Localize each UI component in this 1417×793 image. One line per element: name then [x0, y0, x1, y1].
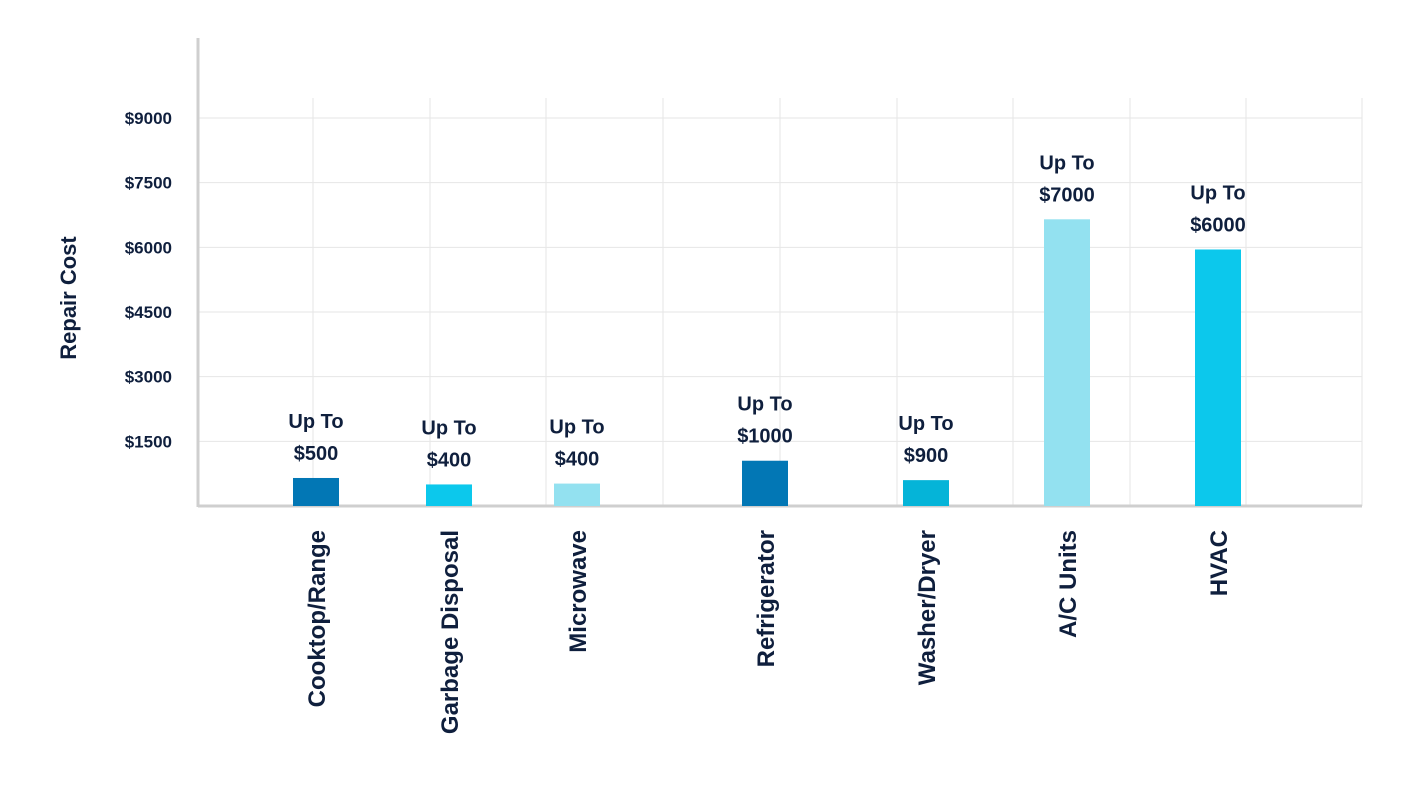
data-labels: Up To $500 Up To $400 Up To $400 Up To $1000 Up …: [288, 152, 1245, 471]
data-label-line2: $500: [294, 443, 339, 465]
y-tick-label: $4500: [125, 303, 172, 322]
y-tick-labels: $1500 $3000 $4500 $6000 $7500 $9000: [125, 109, 172, 451]
y-tick-label: $3000: [125, 368, 172, 387]
data-label-line1: Up To: [898, 413, 953, 435]
category-label: Microwave: [565, 530, 592, 653]
data-label-line1: Up To: [1190, 182, 1245, 204]
y-tick-label: $7500: [125, 174, 172, 193]
data-label-line2: $900: [904, 445, 949, 467]
grid-lines: [198, 98, 1363, 506]
y-tick-label: $6000: [125, 238, 172, 257]
data-label-line2: $400: [427, 449, 472, 471]
data-label-line1: Up To: [288, 411, 343, 433]
category-labels: Cooktop/Range Garbage Disposal Microwave Re…: [304, 530, 1233, 734]
bars: [293, 219, 1241, 507]
category-label: HVAC: [1206, 530, 1233, 596]
y-tick-label: $1500: [125, 432, 172, 451]
bar-garbage-disposal: [426, 484, 472, 506]
data-label-line2: $7000: [1039, 184, 1095, 206]
category-label: A/C Units: [1055, 530, 1082, 638]
bar-hvac: [1195, 249, 1241, 506]
category-label: Washer/Dryer: [914, 530, 941, 685]
category-label: Cooktop/Range: [304, 530, 331, 707]
data-label-line1: Up To: [1039, 152, 1094, 174]
bar-cooktop-range: [293, 477, 339, 506]
data-label-line1: Up To: [421, 417, 476, 439]
data-label-line2: $1000: [737, 426, 793, 448]
category-label: Refrigerator: [753, 530, 780, 667]
bar-washer-dryer: [903, 480, 949, 506]
data-label-line1: Up To: [737, 394, 792, 416]
data-label-line2: $400: [555, 449, 600, 471]
bar-a-c-units: [1044, 219, 1090, 507]
data-label-line2: $6000: [1190, 214, 1246, 236]
data-label-line1: Up To: [549, 417, 604, 439]
y-axis-title: Repair Cost: [56, 236, 81, 360]
bar-refrigerator: [742, 460, 788, 506]
bar-microwave: [554, 483, 600, 506]
y-tick-label: $9000: [125, 109, 172, 128]
category-label: Garbage Disposal: [437, 530, 464, 734]
